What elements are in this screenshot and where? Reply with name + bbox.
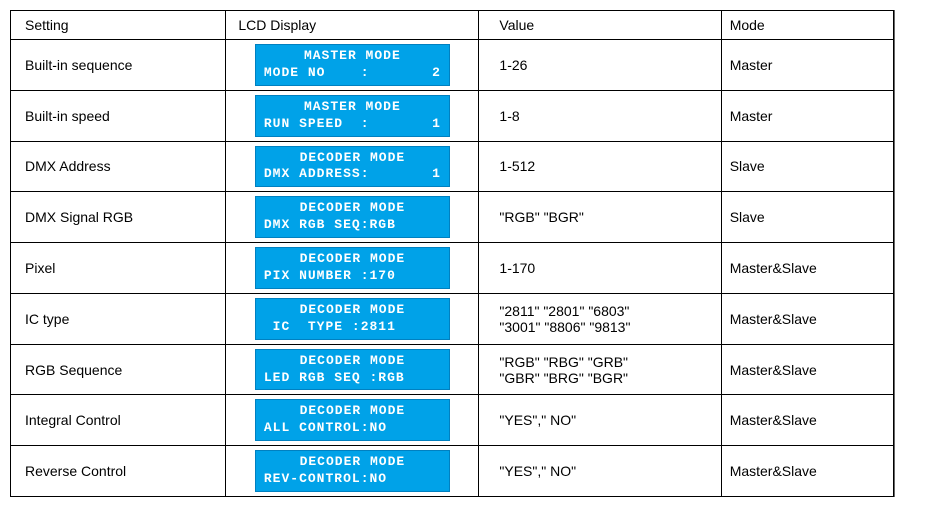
cell-lcd: DECODER MODEREV-CONTROL:NO <box>226 446 479 497</box>
lcd-line2: DMX ADDRESS: 1 <box>264 166 441 183</box>
cell-setting: RGB Sequence <box>11 344 226 395</box>
table-row: DMX Signal RGB DECODER MODEDMX RGB SEQ:RG… <box>11 192 894 243</box>
cell-mode: Master&Slave <box>721 446 893 497</box>
table-row: Pixel DECODER MODEPIX NUMBER :170 1-170Mas… <box>11 243 894 294</box>
table-body: Built-in sequenceMASTER MODEMODE NO :21-… <box>11 40 894 497</box>
lcd-line2: DMX RGB SEQ:RGB <box>264 217 441 234</box>
lcd-line2: REV-CONTROL:NO <box>264 471 441 488</box>
cell-value: 1-512 <box>479 141 721 192</box>
cell-mode: Master <box>721 90 893 141</box>
cell-mode: Master&Slave <box>721 293 893 344</box>
lcd-line1: DECODER MODE <box>264 353 441 370</box>
lcd-line1: DECODER MODE <box>264 302 441 319</box>
cell-value: 1-170 <box>479 243 721 294</box>
lcd-line1: DECODER MODE <box>264 454 441 471</box>
cell-lcd: DECODER MODEDMX ADDRESS: 1 <box>226 141 479 192</box>
header-value: Value <box>479 11 721 40</box>
cell-setting: Built-in speed <box>11 90 226 141</box>
lcd-line2-right: 2 <box>432 65 441 82</box>
cell-lcd: DECODER MODELED RGB SEQ :RGB <box>226 344 479 395</box>
lcd-line2-left: IC TYPE :2811 <box>264 319 396 336</box>
cell-mode: Master <box>721 40 893 91</box>
cell-value: 1-8 <box>479 90 721 141</box>
cell-mode: Slave <box>721 192 893 243</box>
cell-value: "YES"," NO" <box>479 395 721 446</box>
lcd-display: DECODER MODEALL CONTROL:NO <box>255 399 450 441</box>
cell-value: "RGB" "RBG" "GRB" "GBR" "BRG" "BGR" <box>479 344 721 395</box>
lcd-line2: ALL CONTROL:NO <box>264 420 441 437</box>
cell-lcd: MASTER MODEMODE NO : 2 <box>226 40 479 91</box>
lcd-line2: MODE NO : 2 <box>264 65 441 82</box>
cell-setting: DMX Signal RGB <box>11 192 226 243</box>
lcd-line1: DECODER MODE <box>264 150 441 167</box>
cell-setting: Reverse Control <box>11 446 226 497</box>
cell-lcd: DECODER MODE IC TYPE :2811 <box>226 293 479 344</box>
lcd-line2-left: DMX RGB SEQ:RGB <box>264 217 396 234</box>
header-mode: Mode <box>721 11 893 40</box>
lcd-line2-left: MODE NO : <box>264 65 370 82</box>
lcd-line2: LED RGB SEQ :RGB <box>264 370 441 387</box>
lcd-line2-left: REV-CONTROL:NO <box>264 471 387 488</box>
table-row: RGB Sequence DECODER MODELED RGB SEQ :RGB… <box>11 344 894 395</box>
lcd-line2-left: RUN SPEED : <box>264 116 370 133</box>
cell-mode: Master&Slave <box>721 344 893 395</box>
table-row: Reverse Control DECODER MODEREV-CONTROL:N… <box>11 446 894 497</box>
lcd-display: DECODER MODEDMX RGB SEQ:RGB <box>255 196 450 238</box>
cell-value: "2811" "2801" "6803" "3001" "8806" "9813… <box>479 293 721 344</box>
table-row: Built-in sequence MASTER MODEMODE NO : 2 1-… <box>11 40 894 91</box>
lcd-display: MASTER MODERUN SPEED : 1 <box>255 95 450 137</box>
cell-mode: Slave <box>721 141 893 192</box>
lcd-line2: IC TYPE :2811 <box>264 319 441 336</box>
lcd-display: MASTER MODEMODE NO : 2 <box>255 44 450 86</box>
lcd-line1: DECODER MODE <box>264 403 441 420</box>
lcd-display: DECODER MODEREV-CONTROL:NO <box>255 450 450 492</box>
lcd-display: DECODER MODEPIX NUMBER :170 <box>255 247 450 289</box>
settings-table: Setting LCD Display Value Mode Built-in … <box>10 10 894 497</box>
cell-setting: Built-in sequence <box>11 40 226 91</box>
table-row: DMX Address DECODER MODEDMX ADDRESS: 1 1-51… <box>11 141 894 192</box>
cell-lcd: DECODER MODEPIX NUMBER :170 <box>226 243 479 294</box>
lcd-line2: RUN SPEED : 1 <box>264 116 441 133</box>
lcd-line2-left: DMX ADDRESS: <box>264 166 370 183</box>
table-row: IC type DECODER MODE IC TYPE :2811 "2811" … <box>11 293 894 344</box>
header-setting: Setting <box>11 11 226 40</box>
cell-value: 1-26 <box>479 40 721 91</box>
cell-mode: Master&Slave <box>721 395 893 446</box>
lcd-line1: DECODER MODE <box>264 251 441 268</box>
table-row: Integral Control DECODER MODEALL CONTROL:… <box>11 395 894 446</box>
lcd-line2-left: PIX NUMBER :170 <box>264 268 396 285</box>
lcd-display: DECODER MODELED RGB SEQ :RGB <box>255 349 450 391</box>
header-row: Setting LCD Display Value Mode <box>11 11 894 40</box>
cell-setting: IC type <box>11 293 226 344</box>
cell-setting: Integral Control <box>11 395 226 446</box>
cell-lcd: DECODER MODEALL CONTROL:NO <box>226 395 479 446</box>
lcd-line2-left: LED RGB SEQ :RGB <box>264 370 405 387</box>
table-row: Built-in speed MASTER MODERUN SPEED : 1 1-8… <box>11 90 894 141</box>
cell-setting: DMX Address <box>11 141 226 192</box>
lcd-line1: MASTER MODE <box>264 48 441 65</box>
lcd-line2-left: ALL CONTROL:NO <box>264 420 387 437</box>
cell-value: "YES"," NO" <box>479 446 721 497</box>
lcd-line2: PIX NUMBER :170 <box>264 268 441 285</box>
lcd-line2-right: 1 <box>432 116 441 133</box>
cell-setting: Pixel <box>11 243 226 294</box>
header-lcd: LCD Display <box>226 11 479 40</box>
lcd-line1: MASTER MODE <box>264 99 441 116</box>
cell-lcd: MASTER MODERUN SPEED : 1 <box>226 90 479 141</box>
lcd-display: DECODER MODE IC TYPE :2811 <box>255 298 450 340</box>
lcd-line1: DECODER MODE <box>264 200 441 217</box>
cell-value: "RGB" "BGR" <box>479 192 721 243</box>
lcd-display: DECODER MODEDMX ADDRESS: 1 <box>255 146 450 188</box>
settings-container: Setting LCD Display Value Mode Built-in … <box>10 10 895 497</box>
lcd-line2-right: 1 <box>432 166 441 183</box>
cell-mode: Master&Slave <box>721 243 893 294</box>
cell-lcd: DECODER MODEDMX RGB SEQ:RGB <box>226 192 479 243</box>
